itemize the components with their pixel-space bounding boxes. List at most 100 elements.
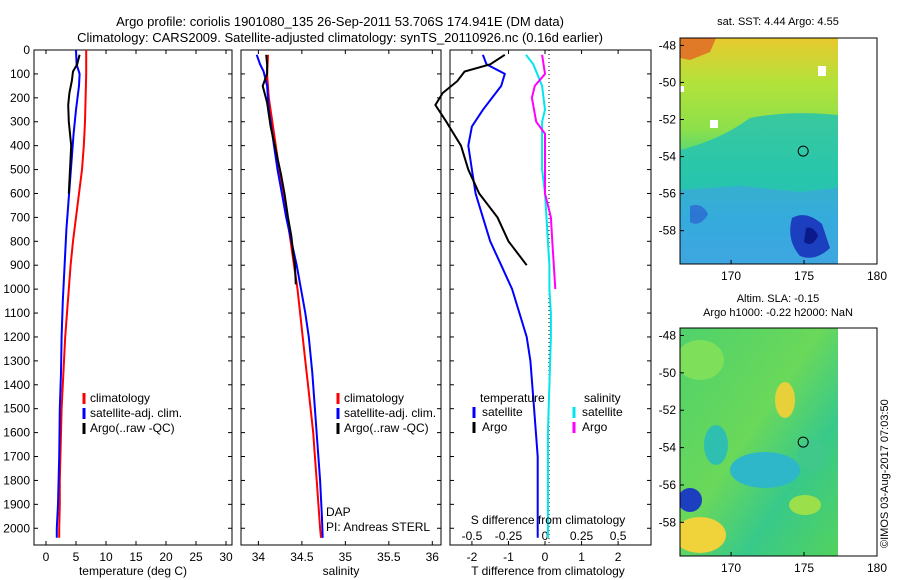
- sla-field-features: [680, 340, 826, 553]
- legend-label-climatology: climatology: [90, 391, 150, 405]
- x-tick-label: 34.5: [290, 550, 314, 564]
- legend-label-satellite: satellite: [582, 405, 623, 419]
- temperature-x-axis-label: temperature (deg C): [79, 564, 187, 578]
- imos-credit: ©IMOS 03-Aug-2017 07:03:50: [879, 399, 891, 548]
- x-tick-label: 10: [99, 550, 113, 564]
- x-tick-label: -2: [467, 550, 478, 564]
- sst-map-frame: [679, 37, 878, 265]
- sst-map-panel: sat. SST: 4.44 Argo: 4.55 170 175 180 -48 -5…: [659, 16, 888, 283]
- sla-map-subtitle: Argo h1000: -0.22 h2000: NaN: [703, 307, 853, 319]
- legend-label-satellite-adj-clim: satellite-adj. clim.: [344, 406, 436, 420]
- sla-low-2: [730, 452, 800, 488]
- y-tick-label: 1700: [3, 450, 30, 464]
- map-x-tick-label: 175: [794, 269, 814, 283]
- map-y-tick-label: -58: [659, 515, 677, 529]
- series-line-argo-raw-qc: [261, 54, 297, 285]
- argo-position-marker: [797, 145, 809, 157]
- temperature-plot-frame: [33, 49, 233, 546]
- series-line-s-satellite: [525, 54, 552, 538]
- series-line-satellite-adj-clim: [55, 49, 81, 538]
- legend-header-salinity: salinity: [584, 391, 621, 405]
- y-tick-label: 900: [10, 258, 30, 272]
- x-tick-label: 34: [252, 550, 266, 564]
- legend-label-climatology: climatology: [344, 391, 404, 405]
- legend-label-argo-raw-qc: Argo(..raw -QC): [90, 421, 175, 435]
- x-tick-label: 15: [129, 550, 143, 564]
- sst-missing-data-2: [710, 120, 718, 128]
- y-tick-label: 400: [10, 139, 30, 153]
- series-line-argo-raw-qc: [67, 54, 81, 194]
- x-tick-label: 0: [43, 550, 50, 564]
- map-x-tick-label: 180: [867, 561, 887, 575]
- map-x-tick-label: 180: [867, 269, 887, 283]
- sst-missing-data: [818, 66, 826, 76]
- legend-label-satellite-adj-clim: satellite-adj. clim.: [90, 406, 182, 420]
- x-tick-label: 20: [159, 550, 173, 564]
- sla-high-4: [789, 495, 821, 515]
- y-tick-label: 1100: [4, 306, 30, 320]
- legend-label-argo-raw-qc: Argo(..raw -QC): [344, 421, 429, 435]
- temperature-panel: 0100200300400500600700800900100011001200…: [3, 43, 233, 578]
- sla-map-panel: Altim. SLA: -0.15 Argo h1000: -0.22 h200…: [659, 293, 888, 575]
- x-tick-label: -1: [503, 550, 514, 564]
- x2-tick-label: 0.25: [570, 529, 594, 543]
- salinity-x-axis-label: salinity: [323, 564, 360, 578]
- map-y-tick-label: -54: [659, 441, 677, 455]
- x-tick-label: 2: [615, 550, 622, 564]
- sla-map-title: Altim. SLA: -0.15: [737, 293, 820, 305]
- sla-map-frame: [679, 327, 878, 557]
- map-y-tick-label: -54: [659, 150, 677, 164]
- sst-warm-patch: [680, 38, 716, 60]
- x-tick-label: 0: [542, 550, 549, 564]
- x-tick-label: 30: [219, 550, 233, 564]
- argo-position-marker-sla: [797, 436, 809, 448]
- chart-title-line2: Climatology: CARS2009. Satellite-adjuste…: [77, 30, 603, 45]
- difference-panel: -2 -1 0 1 2 -0.5 -0.25 0 0.25 0.5 temperature salin…: [434, 49, 652, 578]
- sla-high-1: [680, 340, 724, 380]
- sla-no-data-strip: [838, 328, 877, 556]
- dap-annotation: DAP: [326, 505, 351, 519]
- chart-title-line1: Argo profile: coriolis 1901080_135 26-Se…: [116, 14, 564, 29]
- x2-tick-label: 0.5: [610, 529, 627, 543]
- sla-low-3: [680, 488, 702, 512]
- salinity-panel: 34 34.5 35 35.5 36 climatologysatellite-adj. …: [240, 49, 442, 578]
- map-x-tick-label: 175: [794, 561, 814, 575]
- legend-header-temperature: temperature: [480, 391, 545, 405]
- t-difference-axis-label: T difference from climatology: [471, 564, 625, 578]
- sst-map-title: sat. SST: 4.44 Argo: 4.55: [717, 16, 839, 28]
- map-y-tick-label: -56: [659, 187, 677, 201]
- sla-high-2: [775, 382, 795, 418]
- map-y-tick-label: -58: [659, 224, 677, 238]
- y-tick-label: 1900: [3, 497, 30, 511]
- x-tick-label: 35: [339, 550, 353, 564]
- y-tick-label: 200: [10, 91, 30, 105]
- series-line-t-argo: [434, 53, 528, 266]
- x-tick-label: 1: [578, 550, 585, 564]
- sst-missing-data-3: [680, 86, 684, 92]
- x2-tick-label: 0: [542, 529, 549, 543]
- map-x-tick-label: 170: [721, 561, 741, 575]
- y-tick-label: 500: [10, 163, 30, 177]
- map-x-tick-label: 170: [721, 269, 741, 283]
- y-tick-label: 600: [10, 186, 30, 200]
- legend-label-argo: Argo: [482, 420, 508, 434]
- sst-front: [680, 113, 838, 200]
- s-difference-axis-label: S difference from climatology: [471, 513, 626, 527]
- series-line-climatology: [58, 50, 88, 538]
- map-y-tick-label: -52: [659, 403, 677, 417]
- y-tick-label: 1500: [3, 402, 30, 416]
- map-y-tick-label: -50: [659, 366, 677, 380]
- sla-high-3: [680, 517, 726, 553]
- y-tick-label: 700: [10, 210, 30, 224]
- series-line-t-satellite: [467, 54, 539, 538]
- sst-cool-spot: [690, 205, 708, 224]
- y-tick-label: 1300: [3, 354, 30, 368]
- y-tick-label: 1600: [3, 426, 30, 440]
- legend-label-satellite: satellite: [482, 405, 523, 419]
- x-tick-label: 5: [73, 550, 80, 564]
- x-tick-label: 35.5: [377, 550, 401, 564]
- sla-low-1: [704, 425, 728, 465]
- x2-tick-label: -0.5: [462, 529, 483, 543]
- y-tick-label: 300: [10, 115, 30, 129]
- y-tick-label: 1400: [3, 378, 30, 392]
